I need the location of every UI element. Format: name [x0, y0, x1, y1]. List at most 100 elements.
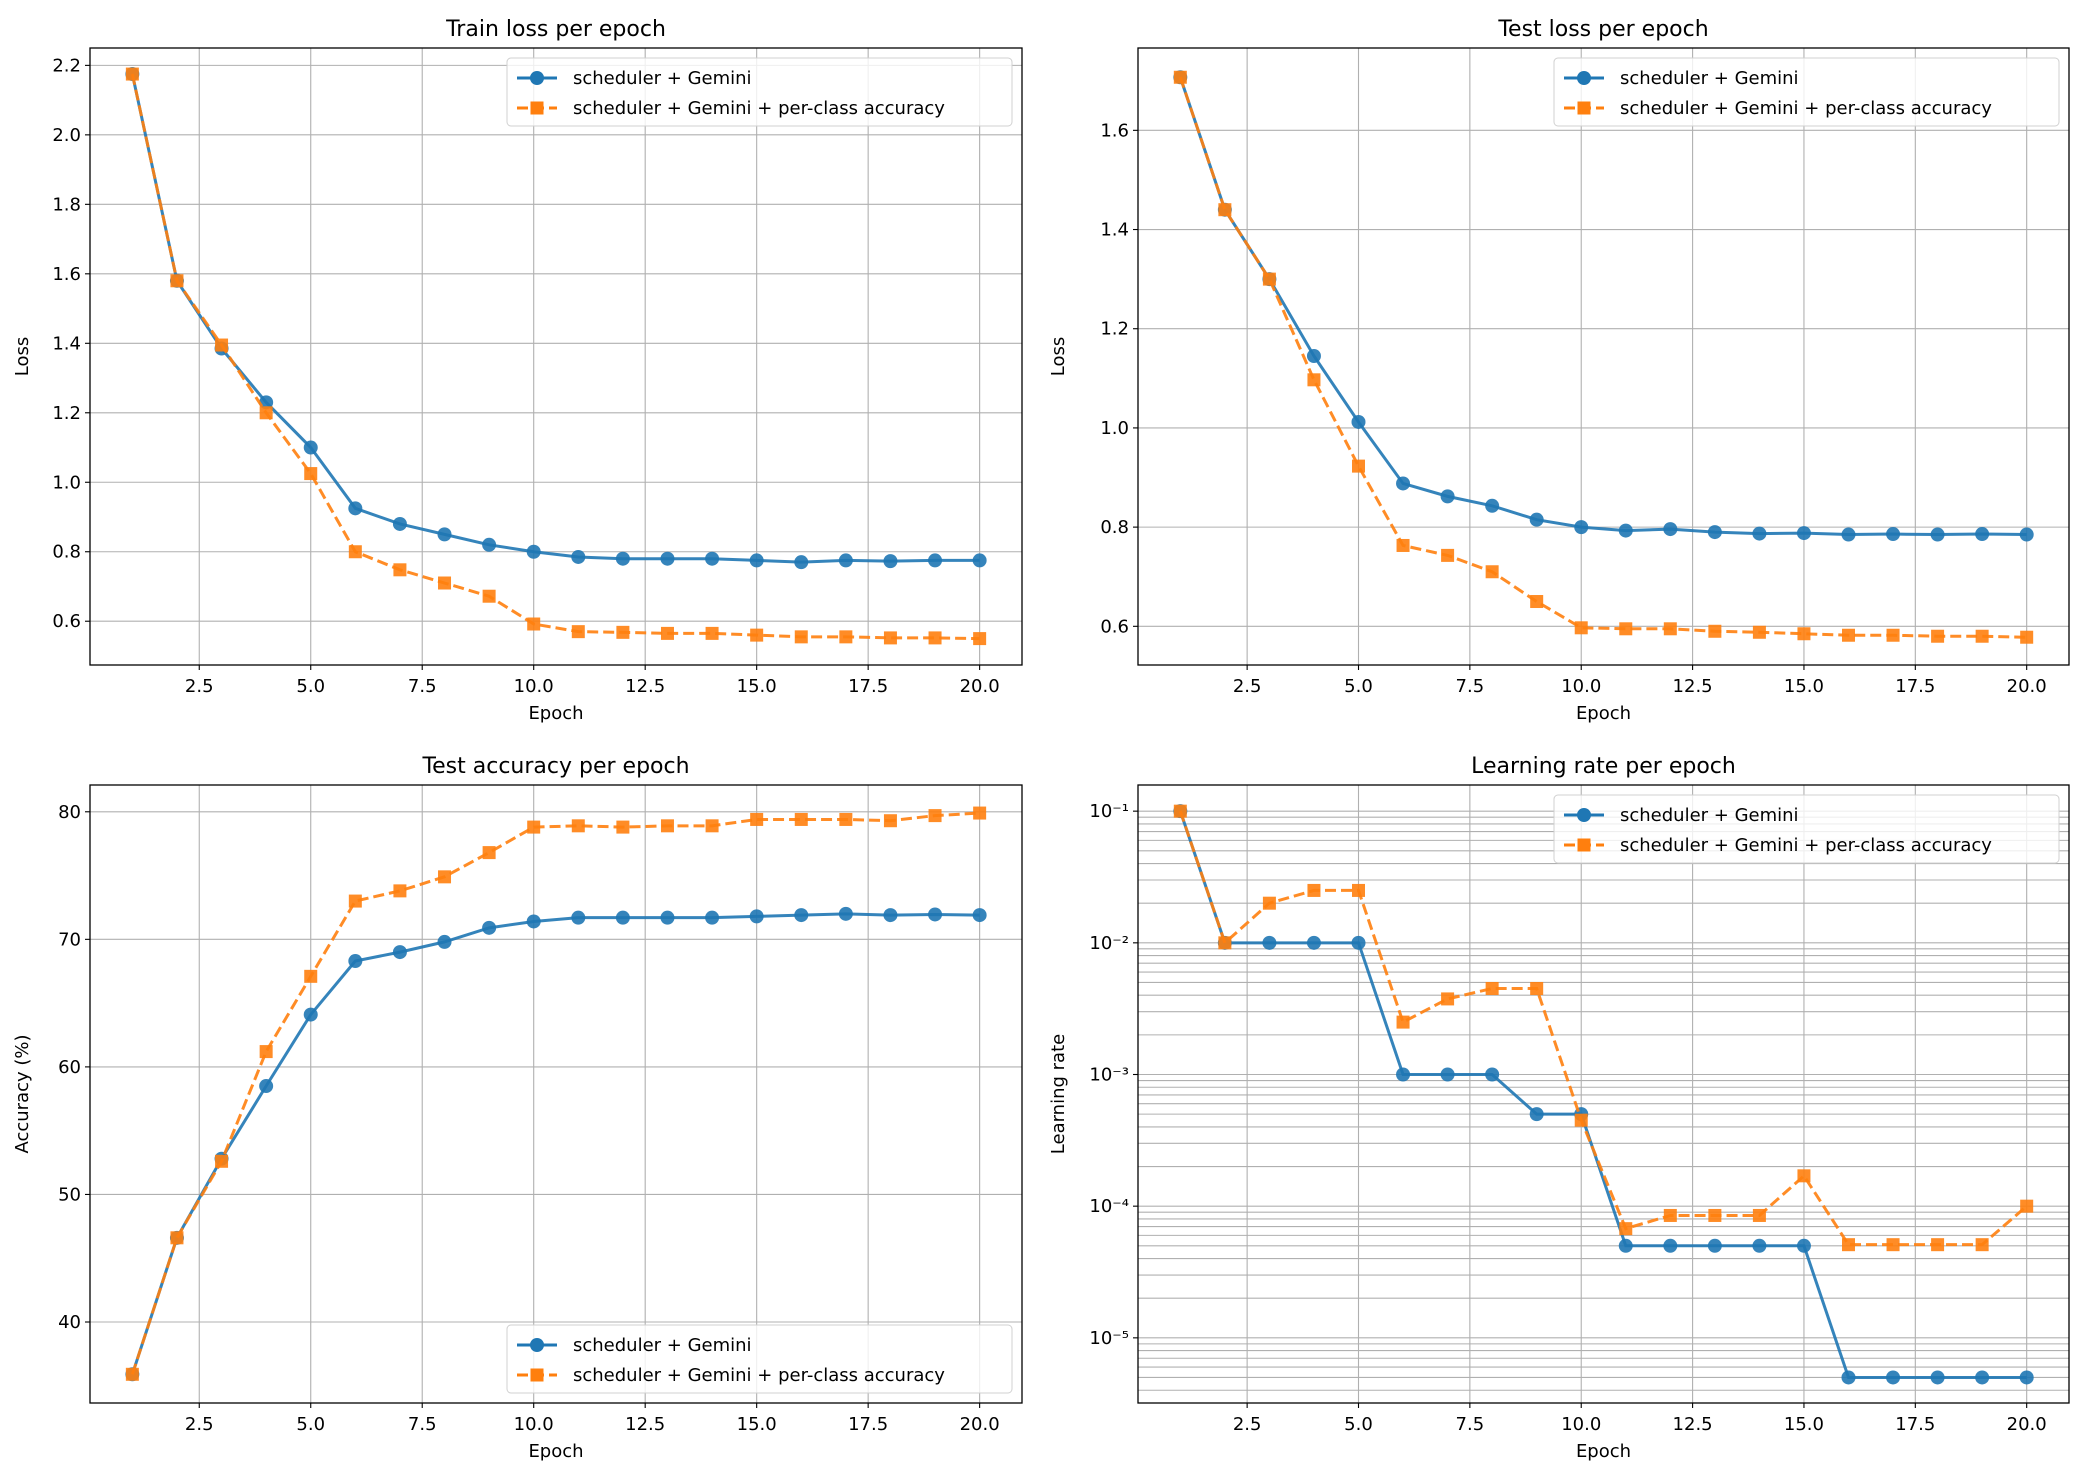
x-axis-label: Epoch	[1576, 1441, 1631, 1462]
data-point-series-1	[482, 920, 497, 935]
data-point-series-1	[1930, 1370, 1945, 1385]
legend: scheduler + Gemini scheduler + Gemini + p…	[506, 1324, 1013, 1394]
data-point-series-2	[1975, 629, 1989, 643]
data-point-series-2	[1173, 804, 1187, 818]
data-point-series-2	[482, 846, 496, 860]
data-point-series-1	[1618, 1238, 1633, 1253]
data-point-series-2	[1797, 627, 1811, 641]
series-line-2	[130, 811, 980, 1375]
data-point-series-1	[1485, 1067, 1500, 1082]
data-point-series-2	[1708, 1208, 1722, 1222]
data-point-series-1	[1752, 1238, 1767, 1253]
chart-title: Test loss per epoch	[1497, 17, 1708, 42]
data-point-series-1	[794, 555, 809, 570]
data-point-series-1	[1529, 1107, 1544, 1122]
chart-title: Train loss per epoch	[445, 17, 666, 42]
x-axis-label: Epoch	[1576, 703, 1631, 724]
x-tick-label: 10.0	[514, 1414, 554, 1435]
data-point-series-1	[749, 909, 764, 924]
data-point-series-2	[1441, 548, 1455, 562]
subplot-3: 2.5 5.0 7.5 10.0 12.5 15.0 17.5 20.0 40 50 60 70 80 T…	[12, 754, 1023, 1462]
y-tick-label: 1.2	[1100, 319, 1129, 340]
y-tick-label: 0.6	[52, 611, 81, 632]
data-point-series-1	[392, 945, 407, 960]
y-tick-label: 1.6	[52, 264, 81, 285]
legend-marker-square	[530, 101, 544, 115]
x-tick-label: 7.5	[408, 1414, 437, 1435]
data-point-series-2	[438, 576, 452, 590]
data-point-series-2	[527, 820, 541, 834]
legend-marker-circle	[1577, 71, 1591, 85]
y-tick-label: 0.6	[1100, 616, 1129, 637]
x-tick-label: 20.0	[960, 1414, 1000, 1435]
axes-frame	[89, 784, 1023, 1404]
data-point-series-1	[1529, 512, 1544, 527]
data-point-series-2	[1441, 992, 1455, 1006]
x-tick-label: 20.0	[2007, 676, 2047, 697]
data-point-series-2	[1352, 883, 1365, 897]
data-point-series-2	[1530, 595, 1544, 609]
x-tick-label: 12.5	[1673, 676, 1713, 697]
data-point-series-2	[1530, 981, 1544, 995]
x-tick-label: 2.5	[1233, 676, 1262, 697]
x-tick-label: 17.5	[848, 1414, 888, 1435]
data-point-series-1	[392, 516, 407, 531]
y-axis-label: Learning rate	[1048, 1034, 1069, 1154]
data-point-series-2	[883, 631, 897, 645]
data-point-series-2	[125, 67, 139, 81]
y-tick-label: 10⁻⁵	[1089, 1328, 1129, 1349]
data-point-series-2	[705, 819, 719, 833]
data-point-series-2	[794, 630, 808, 644]
data-point-series-1	[705, 551, 720, 566]
data-point-series-2	[1619, 1222, 1633, 1236]
data-point-series-1	[660, 910, 675, 925]
data-point-series-2	[973, 806, 987, 820]
data-point-series-1	[437, 527, 452, 542]
data-point-series-1	[482, 537, 497, 552]
x-tick-label: 5.0	[1344, 1414, 1373, 1435]
legend-label-2: scheduler + Gemini + per-class accuracy	[573, 98, 945, 119]
legend-marker-square	[530, 1368, 544, 1382]
data-point-series-2	[660, 626, 674, 640]
y-tick-label: 10⁻¹	[1089, 801, 1129, 822]
data-point-series-2	[571, 819, 585, 833]
data-point-series-1	[1663, 522, 1678, 537]
data-point-series-2	[1485, 981, 1499, 995]
data-point-series-1	[437, 934, 452, 949]
data-point-series-1	[1396, 1067, 1411, 1082]
series-line-2	[1178, 76, 2027, 639]
data-point-series-2	[1842, 1238, 1855, 1252]
data-point-series-1	[1707, 1238, 1722, 1253]
data-point-series-2	[750, 628, 764, 642]
x-tick-label: 7.5	[1456, 1414, 1485, 1435]
data-point-series-2	[1931, 629, 1945, 643]
data-point-series-2	[2020, 1199, 2034, 1213]
data-point-series-1	[1886, 527, 1901, 542]
data-point-series-1	[303, 440, 318, 455]
data-point-series-2	[259, 406, 273, 420]
data-point-series-2	[215, 1154, 229, 1168]
data-point-series-1	[1306, 935, 1321, 950]
x-tick-label: 2.5	[1233, 1414, 1262, 1435]
data-point-series-1	[1663, 1238, 1678, 1253]
legend-box	[1553, 57, 2060, 127]
legend-label-1: scheduler + Gemini	[1620, 68, 1799, 89]
legend-box	[1553, 794, 2060, 864]
subplot-1: 2.5 5.0 7.5 10.0 12.5 15.0 17.5 20.0 0.6 0.8 1.0 1.…	[12, 17, 1023, 724]
data-point-series-1	[2019, 527, 2034, 542]
axes-frame	[89, 47, 1023, 666]
data-point-series-1	[1707, 525, 1722, 540]
data-point-series-1	[1796, 526, 1811, 541]
data-point-series-1	[1886, 1370, 1901, 1385]
y-tick-label: 1.8	[52, 194, 81, 215]
data-point-series-2	[1173, 70, 1187, 84]
y-tick-label: 1.4	[1100, 220, 1129, 241]
data-point-series-1	[615, 910, 630, 925]
data-point-series-1	[526, 914, 541, 929]
series-line-2	[130, 73, 980, 641]
legend: scheduler + Gemini scheduler + Gemini + p…	[1553, 57, 2060, 127]
data-point-series-2	[616, 820, 630, 834]
x-tick-label: 5.0	[296, 1414, 325, 1435]
x-tick-label: 15.0	[1784, 1414, 1824, 1435]
data-point-series-1	[2019, 1370, 2034, 1385]
